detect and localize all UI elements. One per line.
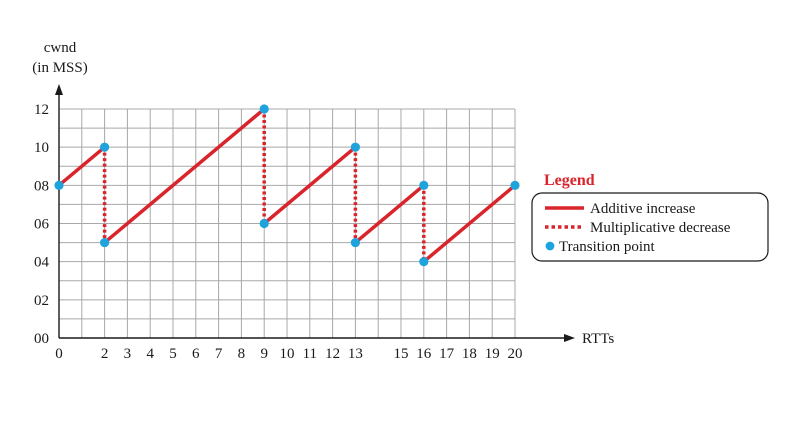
x-tick-label: 5 — [169, 346, 177, 362]
series — [57, 107, 517, 264]
x-tick-label: 0 — [55, 346, 63, 362]
x-tick-label: 2 — [101, 346, 109, 362]
x-tick-label: 12 — [325, 346, 340, 362]
x-tick-label: 13 — [348, 346, 363, 362]
x-tick-label: 15 — [394, 346, 409, 362]
x-tick-label: 4 — [146, 346, 154, 362]
y-axis-label-line2: (in MSS) — [32, 60, 87, 76]
y-tick-label: 00 — [34, 331, 49, 347]
legend: Legend Additive increase Multiplicative d… — [531, 172, 769, 262]
legend-title: Legend — [544, 172, 595, 189]
x-tick-label: 20 — [508, 346, 523, 362]
transition-point — [510, 180, 520, 190]
x-tick-label: 8 — [238, 346, 246, 362]
transition-point — [100, 237, 110, 248]
legend-item-label: Transition point — [559, 239, 656, 255]
legend-item-label: Additive increase — [590, 201, 696, 217]
additive-increase-segment — [103, 107, 266, 244]
y-tick-label: 06 — [34, 217, 50, 233]
additive-increase-segment — [57, 145, 106, 187]
transition-point — [419, 257, 429, 267]
y-axis-label-line1: cwnd — [44, 40, 77, 56]
legend-item-label: Multiplicative decrease — [590, 220, 731, 236]
transition-point — [259, 104, 269, 114]
x-tick-label: 10 — [280, 346, 295, 362]
transition-point — [259, 218, 269, 229]
transition-points — [54, 104, 520, 267]
x-axis-arrow — [564, 334, 575, 342]
axes — [55, 84, 575, 342]
x-tick-label: 7 — [215, 346, 223, 362]
y-tick-label: 04 — [34, 255, 50, 271]
transition-point — [419, 180, 429, 190]
transition-point — [350, 142, 360, 152]
transition-point — [350, 237, 360, 248]
transition-point — [54, 180, 64, 190]
x-tick-label: 18 — [462, 346, 477, 362]
additive-increase-segment — [354, 183, 425, 244]
additive-increase-segment — [263, 145, 357, 225]
y-tick-label: 10 — [34, 140, 49, 156]
y-tick-label: 12 — [34, 102, 49, 118]
x-tick-label: 17 — [439, 346, 455, 362]
legend-items: Additive increase Multiplicative decrease… — [545, 201, 731, 255]
x-tick-label: 19 — [485, 346, 500, 362]
legend-dot-swatch — [545, 241, 555, 251]
x-tick-label: 11 — [303, 346, 317, 362]
x-tick-label: 9 — [260, 346, 268, 362]
x-axis-label: RTTs — [582, 331, 614, 347]
x-tick-label: 16 — [416, 346, 432, 362]
legend-box — [531, 192, 769, 262]
x-tick-label: 3 — [124, 346, 132, 362]
y-axis-arrow — [55, 84, 63, 95]
tick-labels: 0 2 3 4 5 6 7 8 9 10 11 12 13 15 16 17 18 19 2000020406081… — [34, 102, 523, 362]
transition-point — [100, 142, 110, 152]
y-tick-label: 02 — [34, 293, 49, 309]
y-tick-label: 08 — [34, 178, 49, 194]
x-tick-label: 6 — [192, 346, 200, 362]
additive-increase-segment — [422, 183, 517, 264]
